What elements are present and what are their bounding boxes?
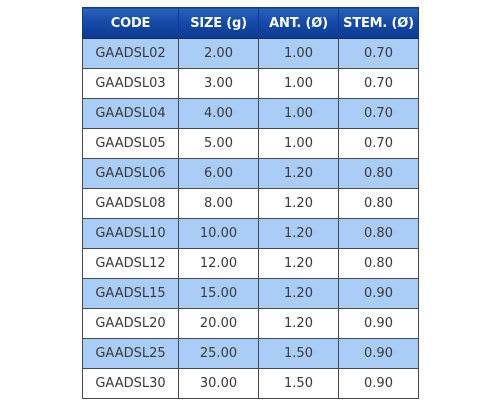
cell-size: 10.00 xyxy=(178,218,259,249)
table-body: GAADSL02 2.00 1.00 0.70 GAADSL03 3.00 1.… xyxy=(82,38,419,399)
table-row: GAADSL12 12.00 1.20 0.80 xyxy=(82,248,419,279)
table-row: GAADSL04 4.00 1.00 0.70 xyxy=(82,98,419,129)
cell-code: GAADSL05 xyxy=(82,128,179,159)
cell-size: 20.00 xyxy=(178,308,259,339)
header-row: CODE SIZE (g) ANT. (Ø) STEM. (Ø) xyxy=(82,7,419,39)
cell-ant: 1.20 xyxy=(258,188,339,219)
table-header: CODE SIZE (g) ANT. (Ø) STEM. (Ø) xyxy=(82,7,419,39)
cell-size: 25.00 xyxy=(178,338,259,369)
cell-ant: 1.20 xyxy=(258,218,339,249)
table-row: GAADSL02 2.00 1.00 0.70 xyxy=(82,38,419,69)
cell-stem: 0.80 xyxy=(338,248,419,279)
cell-ant: 1.00 xyxy=(258,68,339,99)
cell-stem: 0.70 xyxy=(338,98,419,129)
cell-size: 30.00 xyxy=(178,368,259,399)
table-row: GAADSL20 20.00 1.20 0.90 xyxy=(82,308,419,339)
table-row: GAADSL03 3.00 1.00 0.70 xyxy=(82,68,419,99)
cell-stem: 0.90 xyxy=(338,308,419,339)
cell-code: GAADSL20 xyxy=(82,308,179,339)
header-ant: ANT. (Ø) xyxy=(258,7,339,39)
cell-code: GAADSL25 xyxy=(82,338,179,369)
cell-ant: 1.20 xyxy=(258,308,339,339)
table-row: GAADSL06 6.00 1.20 0.80 xyxy=(82,158,419,189)
cell-ant: 1.20 xyxy=(258,158,339,189)
cell-code: GAADSL04 xyxy=(82,98,179,129)
cell-code: GAADSL08 xyxy=(82,188,179,219)
cell-ant: 1.50 xyxy=(258,338,339,369)
cell-size: 12.00 xyxy=(178,248,259,279)
table-row: GAADSL05 5.00 1.00 0.70 xyxy=(82,128,419,159)
header-code: CODE xyxy=(82,7,179,39)
cell-stem: 0.80 xyxy=(338,218,419,249)
table-row: GAADSL25 25.00 1.50 0.90 xyxy=(82,338,419,369)
table-row: GAADSL10 10.00 1.20 0.80 xyxy=(82,218,419,249)
cell-size: 15.00 xyxy=(178,278,259,309)
cell-size: 5.00 xyxy=(178,128,259,159)
table-row: GAADSL15 15.00 1.20 0.90 xyxy=(82,278,419,309)
header-size: SIZE (g) xyxy=(178,7,259,39)
cell-stem: 0.70 xyxy=(338,128,419,159)
cell-stem: 0.90 xyxy=(338,278,419,309)
spec-table: CODE SIZE (g) ANT. (Ø) STEM. (Ø) GAADSL0… xyxy=(82,7,419,399)
cell-code: GAADSL10 xyxy=(82,218,179,249)
cell-stem: 0.80 xyxy=(338,158,419,189)
cell-size: 8.00 xyxy=(178,188,259,219)
cell-code: GAADSL15 xyxy=(82,278,179,309)
table-row: GAADSL08 8.00 1.20 0.80 xyxy=(82,188,419,219)
cell-code: GAADSL30 xyxy=(82,368,179,399)
cell-stem: 0.90 xyxy=(338,368,419,399)
header-stem: STEM. (Ø) xyxy=(338,7,419,39)
cell-ant: 1.20 xyxy=(258,278,339,309)
cell-ant: 1.50 xyxy=(258,368,339,399)
cell-ant: 1.00 xyxy=(258,128,339,159)
cell-stem: 0.80 xyxy=(338,188,419,219)
cell-stem: 0.70 xyxy=(338,68,419,99)
cell-size: 6.00 xyxy=(178,158,259,189)
cell-stem: 0.90 xyxy=(338,338,419,369)
cell-code: GAADSL06 xyxy=(82,158,179,189)
table-row: GAADSL30 30.00 1.50 0.90 xyxy=(82,368,419,399)
cell-ant: 1.20 xyxy=(258,248,339,279)
cell-ant: 1.00 xyxy=(258,38,339,69)
cell-size: 4.00 xyxy=(178,98,259,129)
cell-ant: 1.00 xyxy=(258,98,339,129)
cell-code: GAADSL02 xyxy=(82,38,179,69)
cell-size: 3.00 xyxy=(178,68,259,99)
cell-code: GAADSL03 xyxy=(82,68,179,99)
cell-size: 2.00 xyxy=(178,38,259,69)
cell-stem: 0.70 xyxy=(338,38,419,69)
cell-code: GAADSL12 xyxy=(82,248,179,279)
